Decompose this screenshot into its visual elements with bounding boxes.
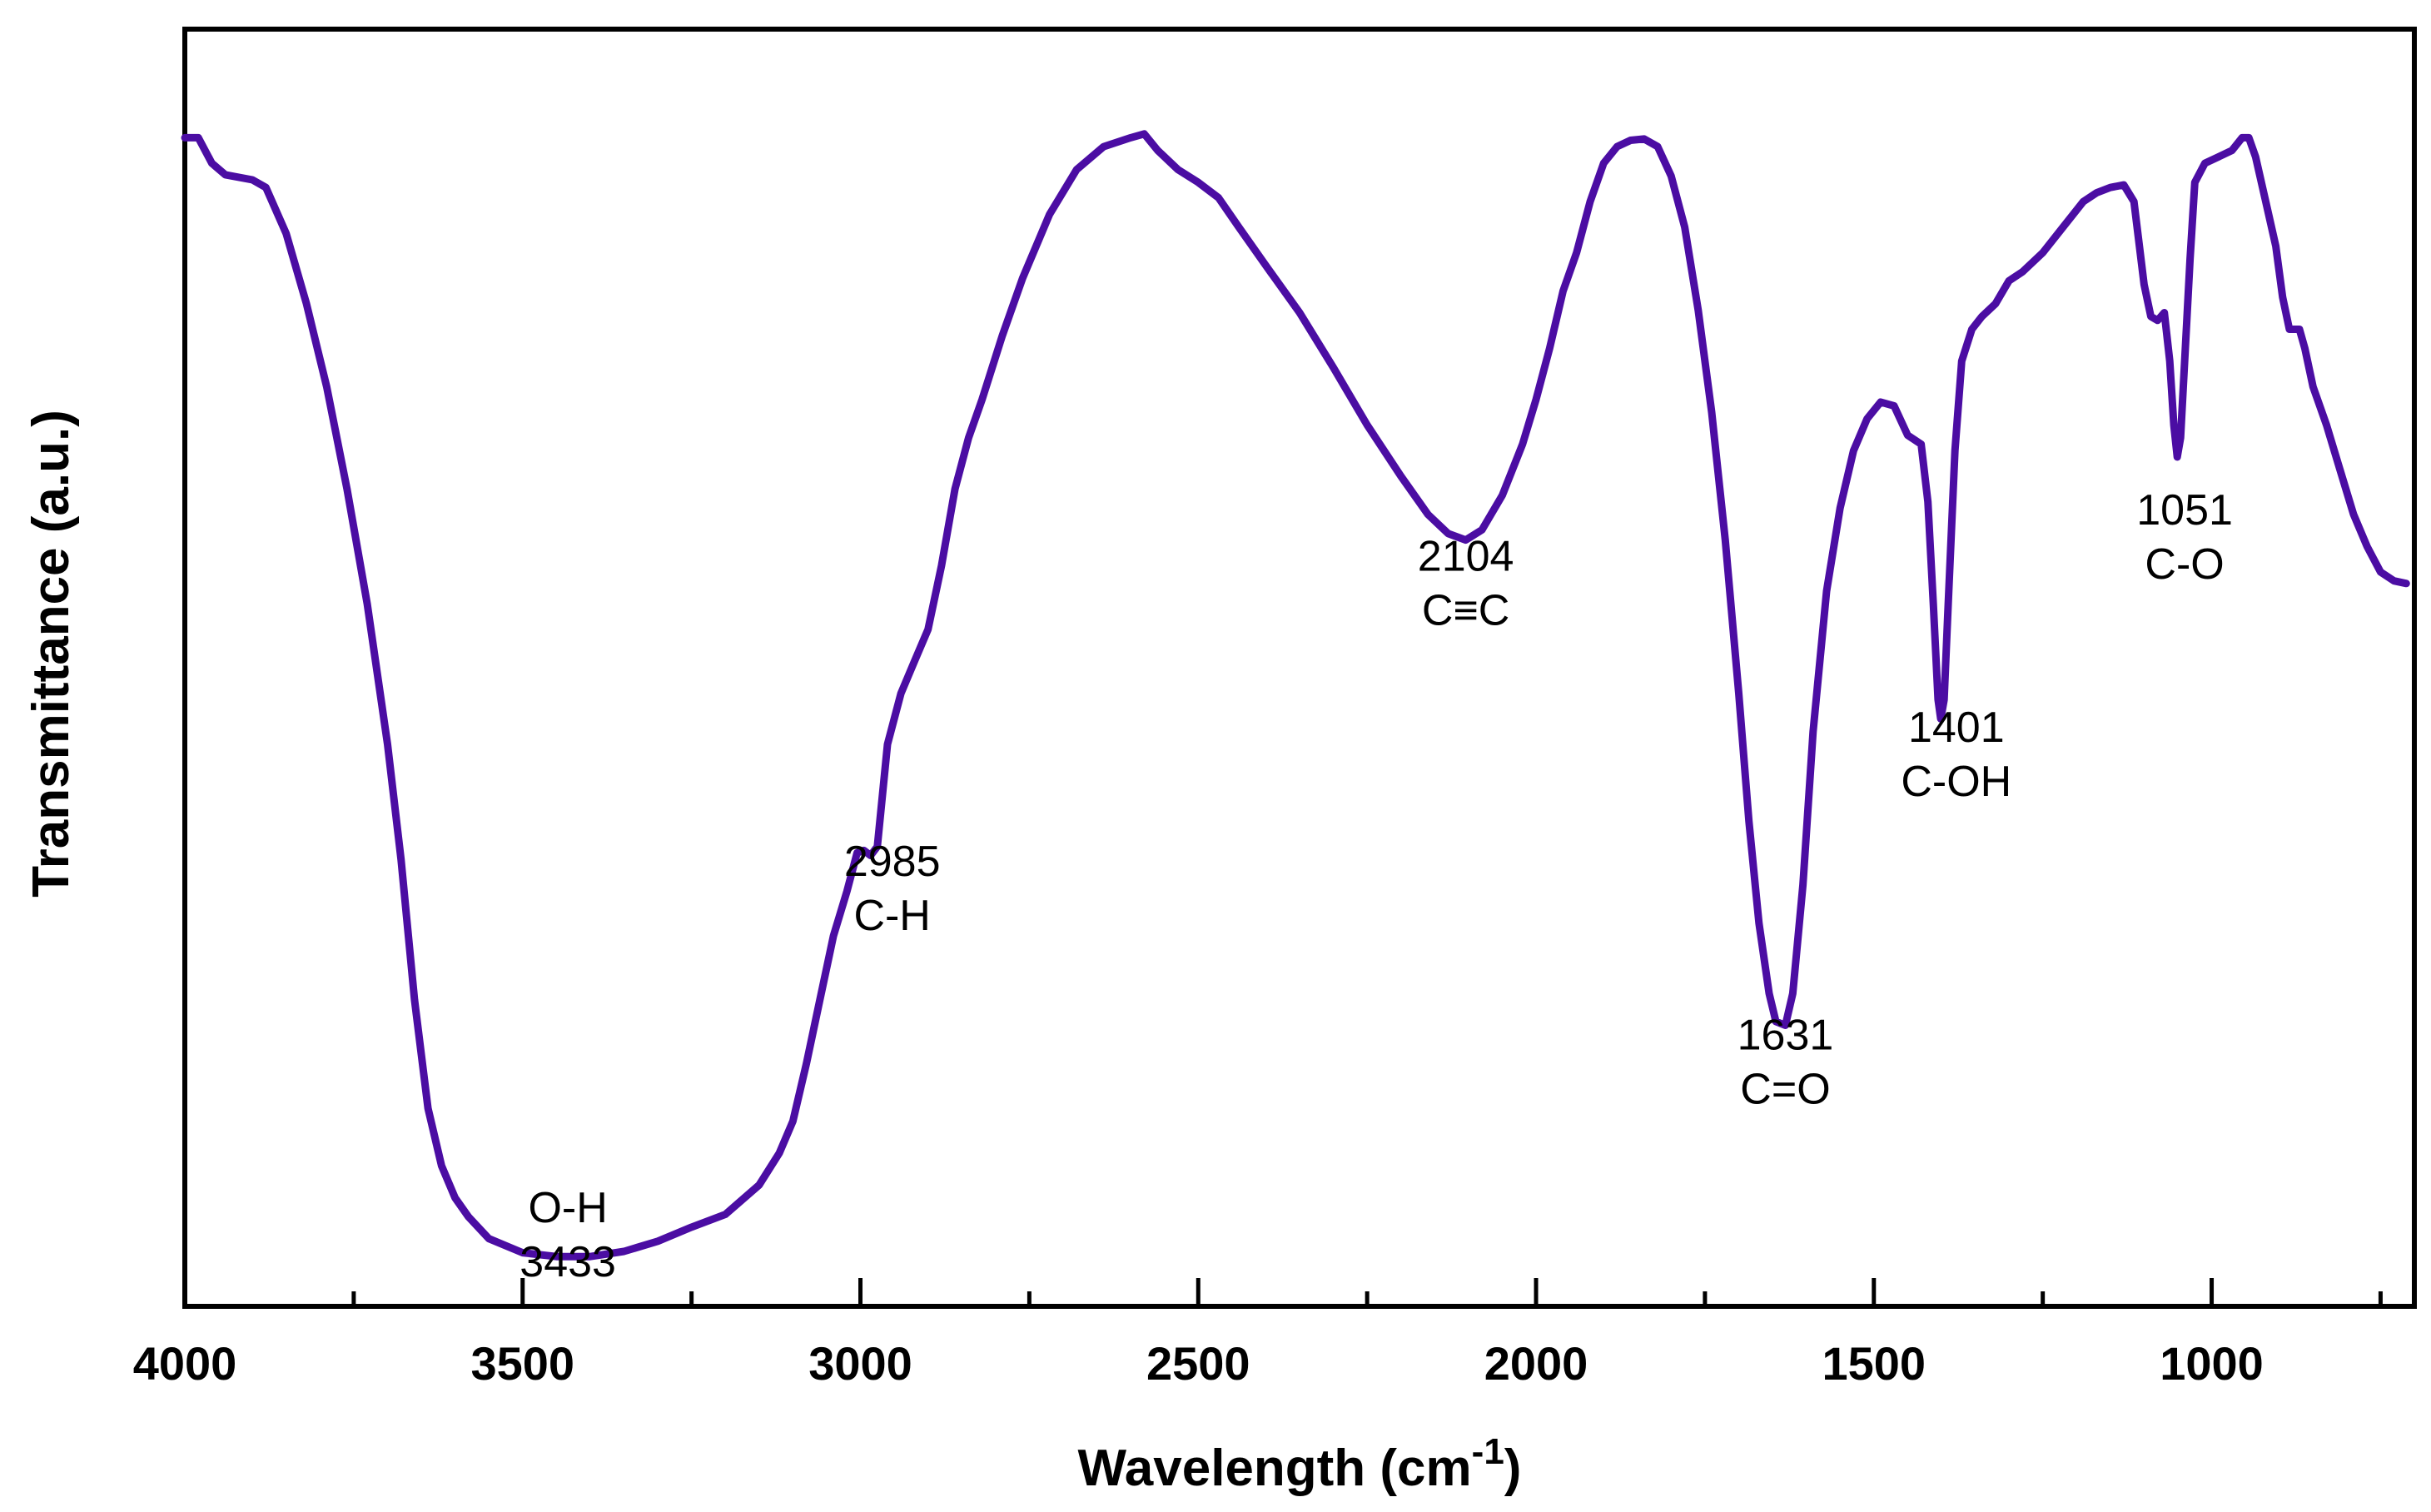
peak-annotation-line: C-H (853, 892, 930, 940)
x-tick-label: 3000 (808, 1337, 912, 1390)
peak-annotation-line: 1401 (1908, 704, 2005, 752)
peak-annotation-line: 2104 (1418, 532, 1514, 580)
peak-annotation-line: C-OH (1901, 758, 2011, 806)
peak-annotation-line: C=O (1740, 1066, 1830, 1114)
peak-annotation-line: 1051 (2136, 486, 2233, 535)
plot-frame (182, 27, 2417, 1309)
x-tick-label: 2000 (1484, 1337, 1588, 1390)
x-tick-label: 2500 (1146, 1337, 1250, 1390)
x-axis-ticks (182, 1278, 2383, 1306)
x-tick-label: 1000 (2160, 1337, 2264, 1390)
peak-annotation-line: 1631 (1737, 1012, 1834, 1060)
y-axis-title: Transmittance (a.u.) (22, 410, 80, 898)
peak-annotation-line: 3433 (520, 1238, 616, 1286)
peak-annotations: O-H 3433 2985 C-H 2104 C≡C 1631 C=O 1401 C-OH 1051… (520, 486, 2233, 1286)
peak-annotation-line: C-O (2145, 540, 2224, 589)
peak-annotation-line: 2985 (844, 838, 941, 886)
x-axis-title: Wavelength (cm-1) (1078, 1431, 1522, 1497)
spectrum-line (181, 130, 2410, 1261)
x-tick-label: 4000 (133, 1337, 237, 1390)
peak-annotation-line: C≡C (1422, 586, 1509, 634)
x-axis-tick-labels: 4000 3500 3000 2500 2000 1500 1000 (133, 1337, 2264, 1390)
x-tick-label: 3500 (470, 1337, 574, 1390)
x-tick-label: 1500 (1822, 1337, 1926, 1390)
peak-annotation-line: O-H (528, 1184, 607, 1232)
